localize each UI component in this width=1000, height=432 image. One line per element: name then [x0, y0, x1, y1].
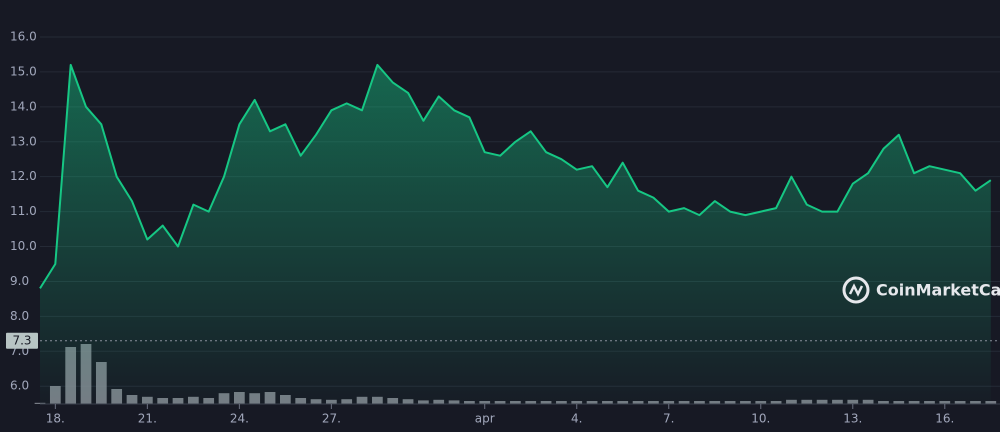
x-tick-label: apr	[475, 412, 495, 426]
x-tick-label: 16.	[935, 412, 954, 426]
reference-label-box	[6, 332, 38, 349]
y-tick-label: 9.0	[10, 274, 29, 288]
y-tick-label: 11.0	[10, 204, 37, 218]
axes: 6.07.08.09.010.011.012.013.014.015.016.0…	[6, 30, 1000, 426]
y-tick-label: 16.0	[10, 30, 37, 44]
x-tick-label: 7.	[663, 412, 674, 426]
x-tick-label: 24.	[230, 412, 249, 426]
x-tick-label: 27.	[322, 412, 341, 426]
y-tick-label: 8.0	[10, 309, 29, 323]
y-tick-label: 15.0	[10, 64, 37, 78]
x-tick-label: 18.	[46, 412, 65, 426]
y-tick-label: 14.0	[10, 99, 37, 113]
price-area	[40, 64, 991, 405]
x-tick-label: 4.	[571, 412, 582, 426]
reference-label: 7.3	[12, 333, 31, 347]
logo	[842, 276, 870, 304]
plot	[39, 63, 992, 405]
watermark: CoinMarketCap	[842, 276, 1000, 304]
logo-mark	[848, 283, 864, 297]
price-line	[39, 63, 992, 289]
x-tick-label: 13.	[843, 412, 862, 426]
y-tick-label: 12.0	[10, 169, 37, 183]
y-tick-label: 13.0	[10, 134, 37, 148]
x-tick-label: 10.	[751, 412, 770, 426]
y-tick-label: 10.0	[10, 239, 37, 253]
y-tick-label: 6.0	[10, 379, 29, 393]
x-tick-label: 21.	[138, 412, 157, 426]
watermark-text: CoinMarketCap	[876, 281, 1000, 300]
